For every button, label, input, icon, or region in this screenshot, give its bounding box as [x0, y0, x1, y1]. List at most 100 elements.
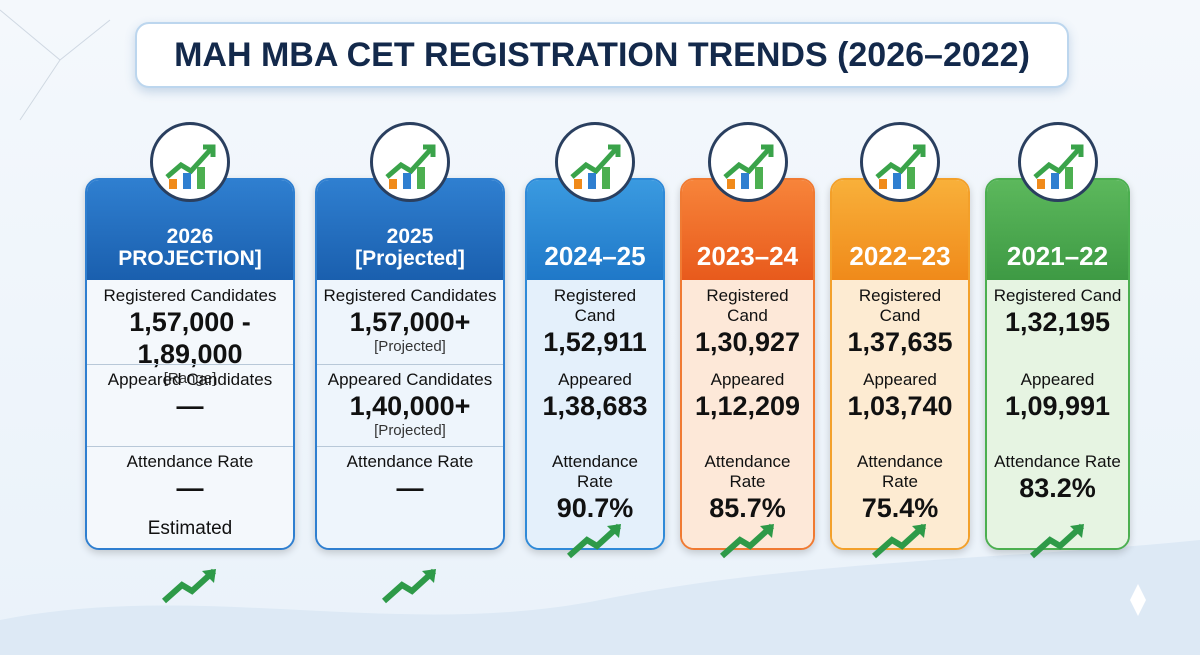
trend-arrow	[162, 568, 217, 604]
card: 2023–24 Registered Cand 1,30,927 Appeared 1,…	[680, 178, 815, 550]
card-body: Registered Candidates 1,57,000+ [Projected…	[317, 280, 503, 548]
stat-value: 1,30,927	[694, 327, 801, 357]
card-body: Registered Cand 1,52,911 Appeared 1,38,683 A…	[527, 280, 663, 548]
card-body: Registered Cand 1,37,635 Appeared 1,03,740 A…	[832, 280, 968, 548]
stat-label: Appeared	[710, 370, 785, 389]
icon-art	[1032, 144, 1083, 189]
stat-value: —	[176, 391, 204, 421]
stat-row: Attendance Rate 83.2%	[993, 452, 1122, 504]
stat-value: 1,32,195	[1004, 307, 1111, 337]
stat-row: Attendance Rate 75.4%	[838, 452, 962, 524]
stat-value: 1,38,683	[542, 391, 648, 421]
stat-value: 83.2%	[1019, 473, 1096, 503]
stat-label: Appeared	[863, 370, 937, 389]
stat-value: 85.7%	[709, 493, 786, 523]
title: MAH MBA CET REGISTRATION TRENDS (2026–20…	[135, 22, 1069, 88]
stat-row: Appeared 1,12,209	[688, 370, 807, 422]
stat-label: Registered Cand	[553, 286, 637, 325]
stat-value: 1,57,000 - 1,89,000	[129, 307, 251, 369]
stat-label: Appeared	[1020, 370, 1095, 389]
stat-row: Attendance Rate 90.7%	[533, 452, 657, 524]
stat-row: Registered Cand 1,37,635	[838, 286, 962, 358]
card-year: 2022–23	[849, 241, 951, 271]
stat-value: 1,09,991	[1004, 391, 1111, 421]
card: 2024–25 Registered Cand 1,52,911 Appeared 1,…	[525, 178, 665, 550]
row-separator	[317, 364, 503, 365]
icon-art	[165, 144, 216, 189]
stat-value: 1,37,635	[847, 327, 953, 357]
stat-value: 1,52,911	[543, 327, 647, 357]
stat-label: Attendance Rate	[994, 452, 1121, 471]
stat-value: 1,40,000+	[349, 391, 471, 421]
stat-label: Attendance Rate	[346, 452, 474, 471]
stat-row: Registered Candidates 1,57,000+ [Projected…	[323, 286, 497, 355]
card-icon	[555, 122, 635, 202]
card: 2022–23 Registered Cand 1,37,635 Appeared 1,…	[830, 178, 970, 550]
icon-art	[385, 144, 436, 189]
stat-label: Registered Cand	[858, 286, 942, 325]
row-separator	[87, 446, 293, 447]
stat-row: Appeared Candidates 1,40,000+ [Projected]	[323, 370, 497, 439]
trend-arrow	[719, 523, 774, 559]
card-icon	[370, 122, 450, 202]
stat-row: Attendance Rate —	[323, 452, 497, 504]
trend-arrow	[1029, 523, 1084, 559]
trend-arrow	[382, 568, 437, 604]
stat-value: 90.7%	[556, 493, 634, 523]
card-year: 2021–22	[1006, 241, 1109, 271]
card-year: [Projected]	[355, 247, 465, 270]
stat-row: Appeared 1,03,740	[838, 370, 962, 422]
stat-label: Attendance Rate	[856, 452, 943, 491]
card: 2025 [Projected] Registered Candidates 1,57…	[315, 178, 505, 550]
stat-row: Attendance Rate —	[93, 452, 287, 504]
card-icon	[707, 122, 788, 202]
stat-note: [Projected]	[374, 338, 446, 355]
stat-value: —	[176, 473, 204, 503]
stat-label: Appeared	[558, 370, 632, 389]
stat-row: Appeared Candidates —	[93, 370, 287, 422]
card-year: 2026	[166, 225, 214, 248]
row-separator	[317, 446, 503, 447]
card-body: Registered Candidates 1,57,000 - 1,89,000…	[87, 280, 293, 548]
stat-note: [Range]	[163, 370, 217, 387]
stat-value: 1,03,740	[847, 391, 953, 421]
card: 2021–22 Registered Cand 1,32,195 Appeared 1,…	[985, 178, 1130, 550]
card-year: 2025	[386, 225, 434, 248]
icon-art	[875, 144, 926, 189]
card-body: Registered Cand 1,32,195 Appeared 1,09,991 A…	[987, 280, 1128, 548]
card-body: Registered Cand 1,30,927 Appeared 1,12,209 A…	[682, 280, 813, 548]
stat-value: 1,12,209	[694, 391, 801, 421]
card-year: 2023–24	[696, 241, 799, 271]
stat-row: Registered Cand 1,32,195	[993, 286, 1122, 338]
stat-label: Attendance Rate	[126, 452, 254, 471]
stat-row: Registered Cand 1,30,927	[688, 286, 807, 358]
stat-value: 75.4%	[861, 493, 939, 523]
card-icon	[860, 122, 940, 202]
icon-art	[570, 144, 621, 189]
stat-label: Registered Candidates	[323, 286, 497, 305]
icon-art	[722, 144, 773, 189]
stat-row: Appeared 1,38,683	[533, 370, 657, 422]
stat-row: Attendance Rate 85.7%	[688, 452, 807, 524]
stat-label: Appeared Candidates	[327, 370, 493, 389]
stat-label: Registered Candidates	[103, 286, 277, 305]
trend-arrow	[567, 523, 622, 559]
card-year: 2024–25	[544, 241, 646, 271]
trend-arrow	[872, 523, 927, 559]
stat-note: [Projected]	[374, 422, 446, 439]
stat-label: Registered Cand	[993, 286, 1122, 305]
stat-label: Attendance Rate	[704, 452, 791, 491]
stat-value: 1,57,000+	[349, 307, 471, 337]
card-year: PROJECTION]	[118, 247, 262, 270]
stat-value: —	[396, 473, 424, 503]
stat-label: Appeared Candidates	[107, 370, 273, 389]
stat-row: Registered Cand 1,52,911	[533, 286, 657, 358]
card-header: 2026 PROJECTION]	[87, 180, 293, 280]
card-icon	[150, 122, 230, 202]
card-footer: Estimated	[147, 518, 233, 539]
stat-row: Appeared 1,09,991	[993, 370, 1122, 422]
stat-label: Registered Cand	[706, 286, 789, 325]
card-icon	[1017, 122, 1098, 202]
